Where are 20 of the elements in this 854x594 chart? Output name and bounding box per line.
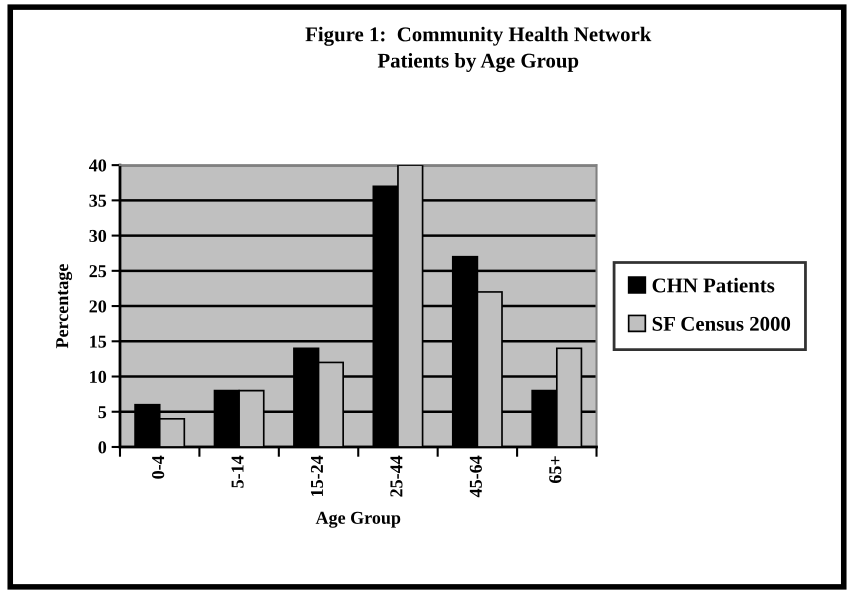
x-tick-label: 0-4	[152, 456, 164, 479]
y-tick-label: 25	[89, 265, 106, 278]
x-tick-label: 65+	[549, 456, 562, 484]
y-tick-label: 10	[90, 370, 106, 383]
y-tick-label: 20	[89, 300, 106, 312]
x-tick-label: 15-24	[310, 456, 324, 496]
y-tick-label: 30	[89, 230, 106, 242]
y-tick-label: 5	[98, 406, 106, 418]
y-tick-label: 15	[90, 336, 106, 348]
x-axis-title: Age Group	[316, 512, 400, 528]
legend-label: CHN Patients	[652, 278, 774, 292]
legend-label: SF Census 2000	[652, 316, 790, 331]
y-axis-title: Percentage	[56, 264, 72, 348]
x-tick-label: 45-64	[470, 456, 482, 498]
x-tick-label: 5-14	[232, 456, 244, 488]
y-tick-label: 35	[89, 194, 106, 207]
x-tick-label: 25-44	[390, 456, 402, 497]
chart-title: Figure 1: Community Health Network Patients by Age Group	[305, 26, 652, 72]
y-tick-label: 40	[88, 159, 106, 172]
y-tick-label: 0	[98, 441, 106, 454]
